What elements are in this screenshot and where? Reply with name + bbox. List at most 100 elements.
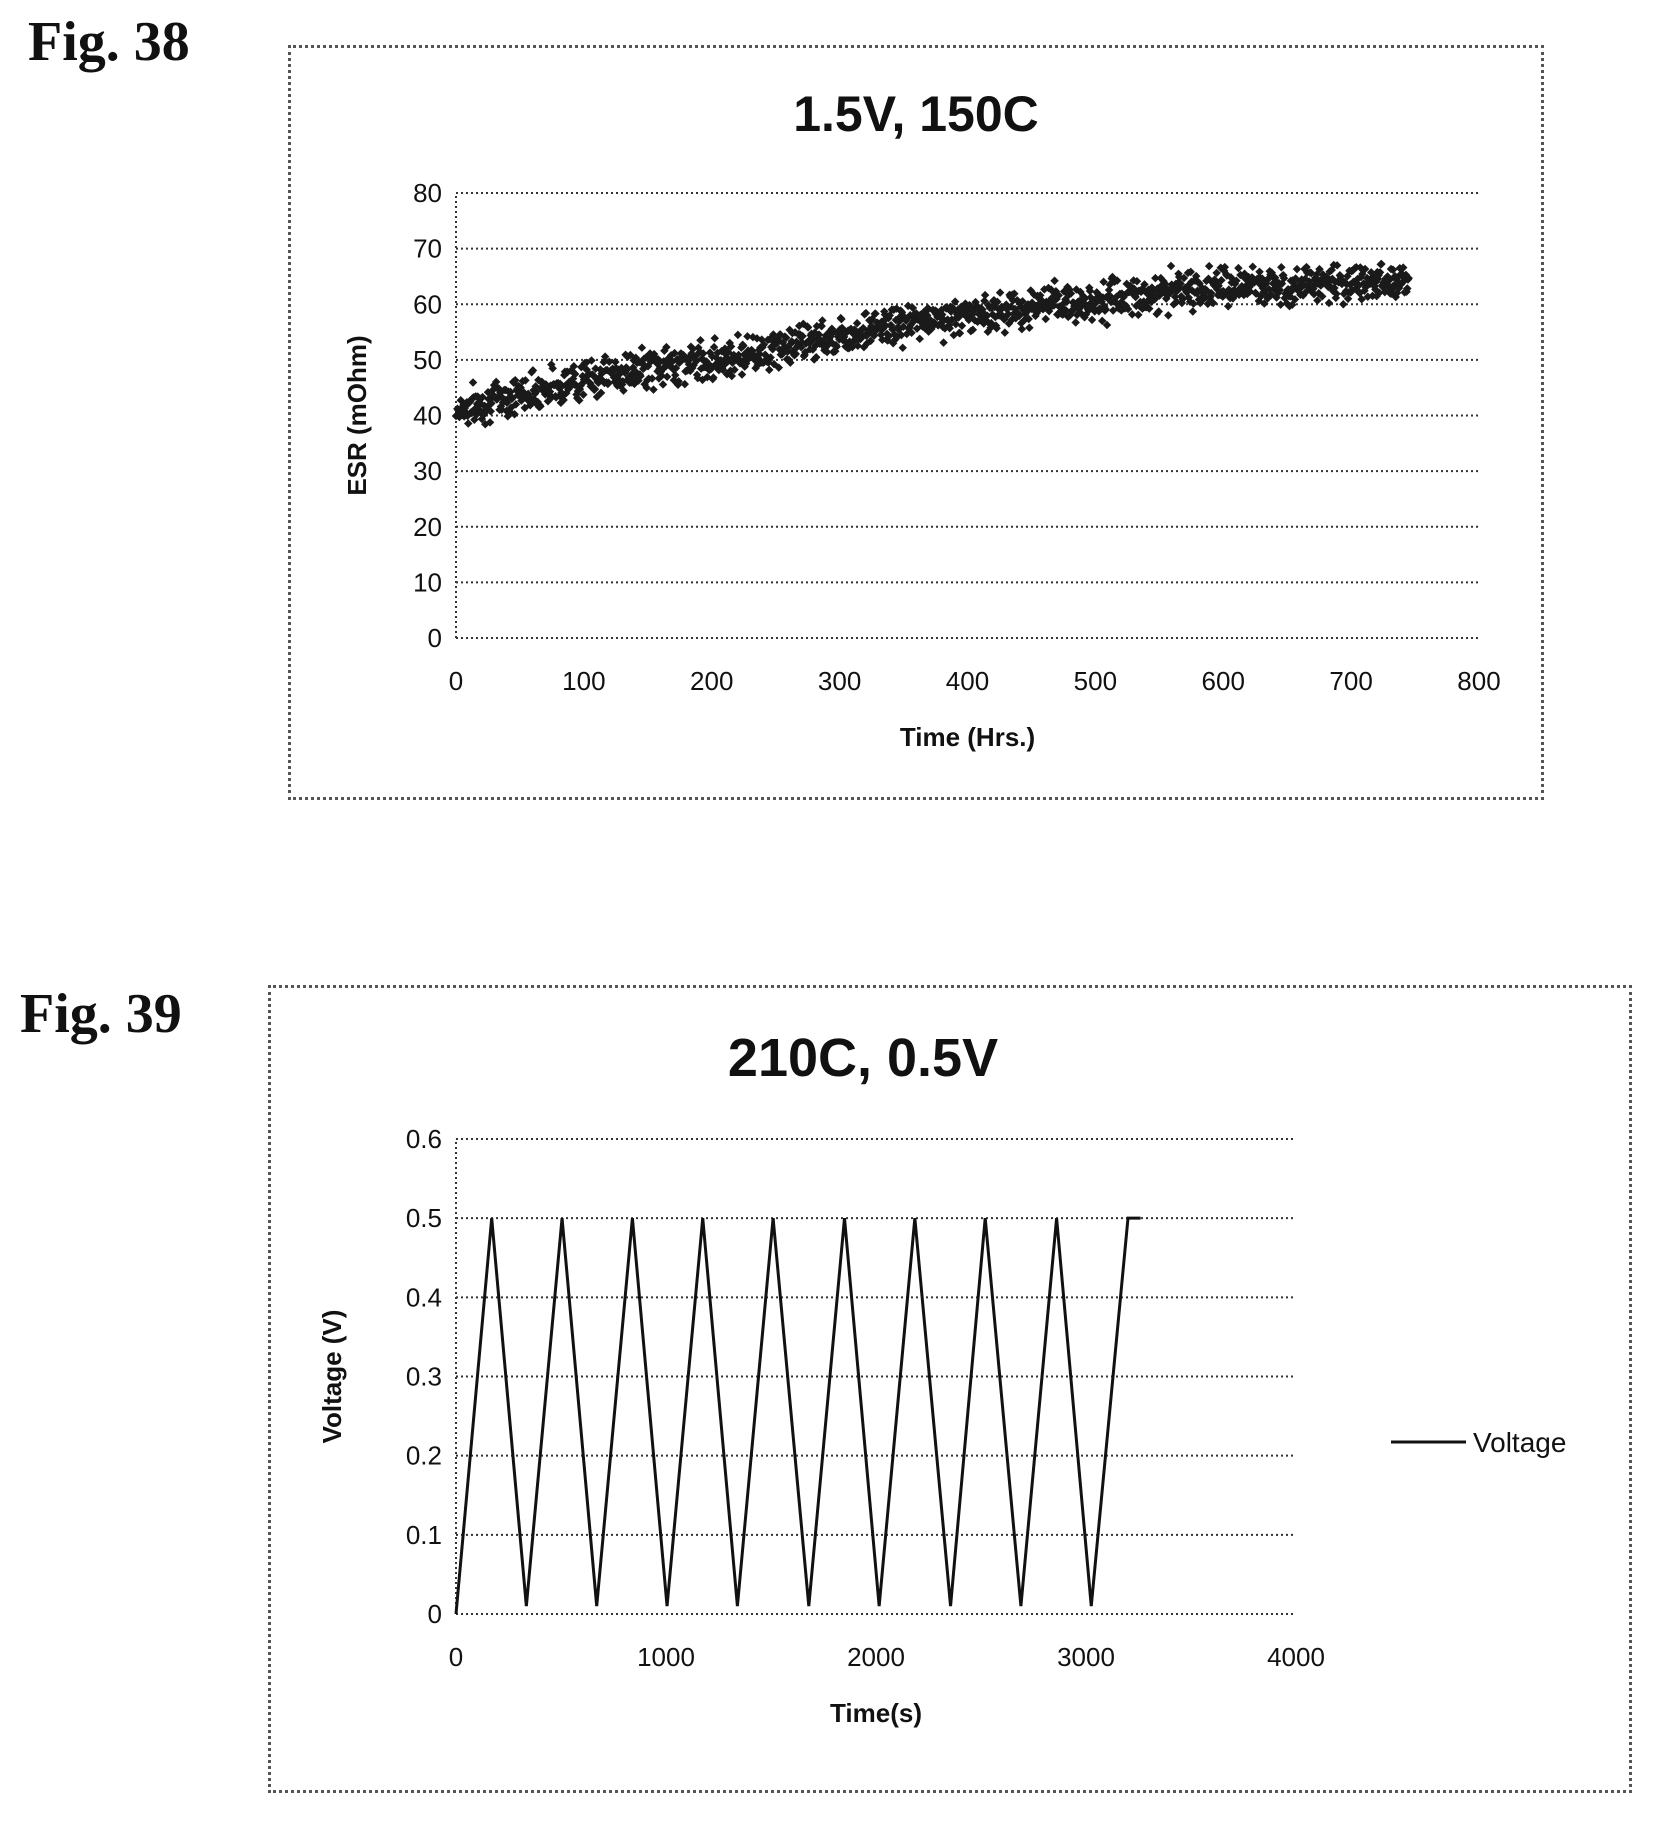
data-point [1024, 314, 1033, 324]
x-tick-label: 0 [449, 666, 463, 696]
data-point [814, 330, 824, 339]
data-point [1014, 311, 1024, 321]
data-point [798, 331, 807, 341]
data-point [600, 352, 610, 361]
data-point [1189, 299, 1198, 308]
data-point [1097, 316, 1107, 326]
voltage-chart: 210C, 0.5V 0 0.1 0.2 0.3 0.4 0.5 0.6 0 1000 2000 30… [268, 985, 1632, 1793]
y-axis-label: ESR (mOhm) [342, 335, 372, 495]
data-point [671, 363, 681, 373]
y-tick-label: 0.1 [406, 1520, 442, 1550]
data-point [1343, 294, 1353, 303]
data-point [1212, 268, 1221, 278]
data-point [1066, 289, 1076, 298]
data-point [1223, 301, 1233, 311]
data-point [1179, 294, 1188, 303]
data-point [596, 388, 606, 398]
y-tick-label: 60 [413, 289, 442, 319]
data-point [649, 385, 658, 394]
data-point [485, 418, 495, 427]
data-point [866, 336, 875, 346]
y-tick-label: 0.3 [406, 1362, 442, 1392]
data-point [1317, 292, 1327, 301]
data-point [743, 332, 752, 341]
data-point [1234, 263, 1243, 273]
data-point [709, 342, 719, 352]
data-point [548, 364, 557, 373]
voltage-chart-svg: 210C, 0.5V 0 0.1 0.2 0.3 0.4 0.5 0.6 0 1000 2000 30… [317, 1028, 1566, 1728]
figure-39-label: Fig. 39 [20, 983, 182, 1045]
data-point [822, 347, 832, 357]
data-point [670, 348, 679, 358]
esr-chart: 1.5V, 150C 0 10 20 30 40 50 60 70 80 0 100 200 300 400… [288, 45, 1544, 800]
data-point [992, 323, 1001, 333]
data-point [786, 358, 795, 367]
data-point [730, 365, 739, 374]
data-point [774, 363, 784, 372]
data-point [587, 356, 596, 365]
data-point [1339, 299, 1348, 309]
data-point [1099, 277, 1108, 287]
chart-title: 1.5V, 150C [793, 86, 1039, 142]
data-point [521, 376, 530, 385]
data-point [1279, 273, 1289, 283]
y-tick-label: 80 [413, 178, 442, 208]
data-point [1004, 309, 1013, 319]
data-point [579, 390, 588, 399]
data-point [1332, 261, 1342, 270]
y-tick-label: 20 [413, 512, 442, 542]
data-point [1176, 279, 1185, 288]
data-point [811, 352, 821, 362]
data-point [688, 344, 698, 354]
data-point [995, 288, 1005, 297]
data-point [528, 366, 538, 375]
data-point [709, 373, 718, 382]
chart-title: 210C, 0.5V [728, 1028, 998, 1088]
data-point [590, 384, 600, 394]
data-point [487, 399, 496, 408]
x-tick-label: 300 [818, 666, 861, 696]
data-point [611, 357, 620, 367]
legend-label: Voltage [1473, 1427, 1566, 1458]
x-tick-label: 0 [449, 1642, 463, 1672]
data-point [575, 396, 584, 405]
data-point [881, 321, 890, 330]
data-point [832, 342, 841, 352]
data-point [1375, 268, 1385, 277]
x-tick-label: 100 [562, 666, 605, 696]
data-point [1102, 320, 1112, 330]
data-point [897, 330, 906, 340]
data-point [1275, 285, 1285, 295]
data-point [710, 334, 720, 343]
data-point [951, 319, 961, 329]
y-tick-label: 0.6 [406, 1124, 442, 1154]
data-point [464, 419, 473, 428]
data-point [658, 380, 668, 389]
data-point [619, 386, 628, 395]
x-tick-label: 1000 [637, 1642, 695, 1672]
data-point [698, 349, 708, 358]
data-point [671, 370, 680, 380]
data-point [861, 308, 871, 318]
data-point [1071, 318, 1080, 327]
data-point [945, 323, 954, 333]
data-point [1164, 311, 1173, 320]
data-point [1186, 267, 1196, 277]
data-point [636, 371, 645, 381]
data-point [968, 325, 978, 334]
data-point [1204, 261, 1214, 271]
y-tick-label: 10 [413, 567, 442, 597]
figure-38-label: Fig. 38 [28, 11, 190, 73]
y-axis-label: Voltage (V) [317, 1310, 347, 1444]
data-point [1292, 264, 1302, 274]
y-tick-label: 0.4 [406, 1282, 442, 1312]
data-point [765, 365, 774, 375]
data-point [1277, 263, 1286, 272]
x-axis-label: Time (Hrs.) [900, 722, 1035, 752]
data-point [1101, 304, 1110, 314]
data-point [657, 371, 666, 381]
data-point [871, 309, 880, 318]
data-point [907, 328, 916, 338]
x-tick-label: 500 [1074, 666, 1117, 696]
data-point [1154, 307, 1163, 316]
